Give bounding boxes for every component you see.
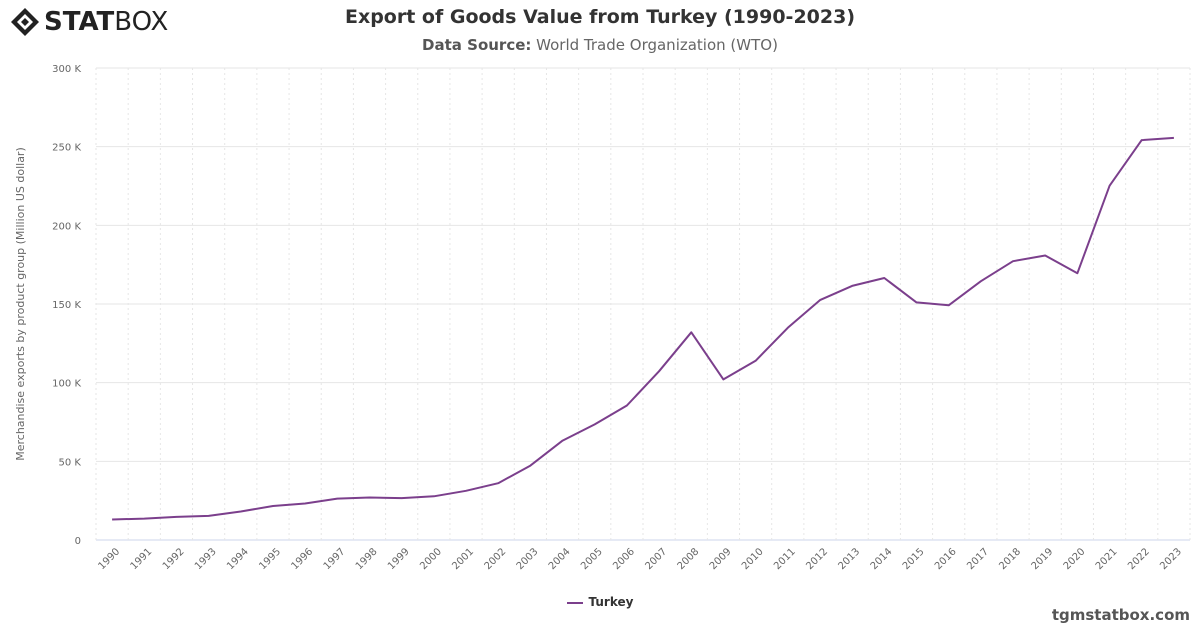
data-point[interactable] <box>205 512 213 520</box>
data-point[interactable] <box>462 487 470 495</box>
data-point[interactable] <box>816 296 824 304</box>
data-point[interactable] <box>880 274 888 282</box>
y-tick-label: 300 K <box>52 64 81 75</box>
y-tick-label: 150 K <box>52 300 81 311</box>
x-axis-ticks: 1990 1991 1992 1993 1994 1995 1996 1997 1998 1999… <box>96 546 1184 572</box>
y-tick-label: 0 <box>75 536 81 547</box>
data-point[interactable] <box>398 494 406 502</box>
data-point[interactable] <box>494 479 502 487</box>
data-point[interactable] <box>526 462 534 470</box>
gridlines <box>95 67 1191 541</box>
x-tick-label: 2009 <box>708 546 734 572</box>
x-tick-label: 1995 <box>257 546 283 572</box>
statbox-logo-text: STATBOX <box>44 7 169 37</box>
data-point[interactable] <box>591 420 599 428</box>
data-point[interactable] <box>945 301 953 309</box>
data-point[interactable] <box>977 277 985 285</box>
x-tick-label: 2017 <box>965 546 991 572</box>
x-tick-label: 2005 <box>579 546 605 572</box>
x-tick-label: 2020 <box>1062 546 1088 572</box>
x-tick-label: 2011 <box>772 546 798 572</box>
chart-subtitle: Data Source: World Trade Organization (W… <box>0 36 1200 54</box>
x-tick-label: 2015 <box>901 546 927 572</box>
data-point[interactable] <box>559 437 567 445</box>
y-tick-label: 50 K <box>59 457 82 468</box>
data-point[interactable] <box>108 516 116 524</box>
x-tick-label: 1998 <box>354 546 380 572</box>
data-point[interactable] <box>430 492 438 500</box>
data-point[interactable] <box>172 513 180 521</box>
x-tick-label: 1991 <box>129 546 155 572</box>
data-point[interactable] <box>1170 134 1178 142</box>
data-point[interactable] <box>752 357 760 365</box>
series-group <box>108 134 1178 524</box>
x-tick-label: 2004 <box>547 546 573 572</box>
subtitle-label: Data Source: <box>422 36 532 54</box>
x-tick-label: 1997 <box>322 546 348 572</box>
x-tick-label: 2007 <box>643 546 669 572</box>
subtitle-value: World Trade Organization (WTO) <box>536 36 778 54</box>
data-point[interactable] <box>1106 182 1114 190</box>
x-tick-label: 1990 <box>96 546 122 572</box>
x-tick-label: 2019 <box>1030 546 1056 572</box>
site-credit: tgmstatbox.com <box>1051 606 1190 624</box>
data-point[interactable] <box>655 367 663 375</box>
data-point[interactable] <box>784 324 792 332</box>
y-tick-label: 250 K <box>52 143 81 154</box>
x-tick-label: 2014 <box>869 546 895 572</box>
chart-title: Export of Goods Value from Turkey (1990-… <box>344 6 856 28</box>
data-point[interactable] <box>366 494 374 502</box>
x-tick-label: 2008 <box>676 546 702 572</box>
x-tick-label: 2010 <box>740 546 766 572</box>
x-tick-label: 1996 <box>289 546 315 572</box>
data-point[interactable] <box>1009 257 1017 265</box>
x-tick-label: 2018 <box>997 546 1023 572</box>
x-tick-label: 2023 <box>1158 546 1184 572</box>
y-tick-label: 200 K <box>52 221 81 232</box>
data-point[interactable] <box>1041 252 1049 260</box>
data-point[interactable] <box>1138 136 1146 144</box>
x-tick-label: 1994 <box>225 546 251 572</box>
x-tick-label: 2002 <box>483 546 509 572</box>
statbox-logo-icon <box>11 8 39 36</box>
x-tick-label: 2003 <box>515 546 541 572</box>
x-tick-label: 2022 <box>1126 546 1152 572</box>
data-point[interactable] <box>848 282 856 290</box>
x-tick-label: 1993 <box>193 546 219 572</box>
data-point[interactable] <box>687 328 695 336</box>
data-point[interactable] <box>1073 269 1081 277</box>
data-point[interactable] <box>140 515 148 523</box>
y-axis-ticks: 0 50 K 100 K 150 K 200 K 250 K 300 K <box>52 64 81 547</box>
legend-label: Turkey <box>588 595 634 609</box>
data-point[interactable] <box>237 508 245 516</box>
x-tick-label: 1992 <box>161 546 187 572</box>
x-tick-label: 2001 <box>450 546 476 572</box>
x-tick-label: 2016 <box>933 546 959 572</box>
x-tick-label: 2006 <box>611 546 637 572</box>
series-line-turkey[interactable] <box>112 136 1174 521</box>
data-point[interactable] <box>269 502 277 510</box>
legend-swatch <box>566 601 583 604</box>
statbox-logo[interactable]: STATBOX <box>10 6 168 38</box>
y-tick-label: 100 K <box>52 379 81 390</box>
x-tick-label: 2021 <box>1094 546 1120 572</box>
data-point[interactable] <box>913 298 921 306</box>
y-axis-label: Merchandise exports by product group (Mi… <box>14 147 27 461</box>
x-tick-label: 2000 <box>418 546 444 572</box>
data-point[interactable] <box>623 401 631 409</box>
x-tick-label: 2013 <box>836 546 862 572</box>
x-tick-label: 1999 <box>386 546 412 572</box>
data-point[interactable] <box>301 499 309 507</box>
x-tick-label: 2012 <box>804 546 830 572</box>
data-point[interactable] <box>333 495 341 503</box>
data-point[interactable] <box>719 375 727 383</box>
legend[interactable]: Turkey <box>0 595 1200 609</box>
